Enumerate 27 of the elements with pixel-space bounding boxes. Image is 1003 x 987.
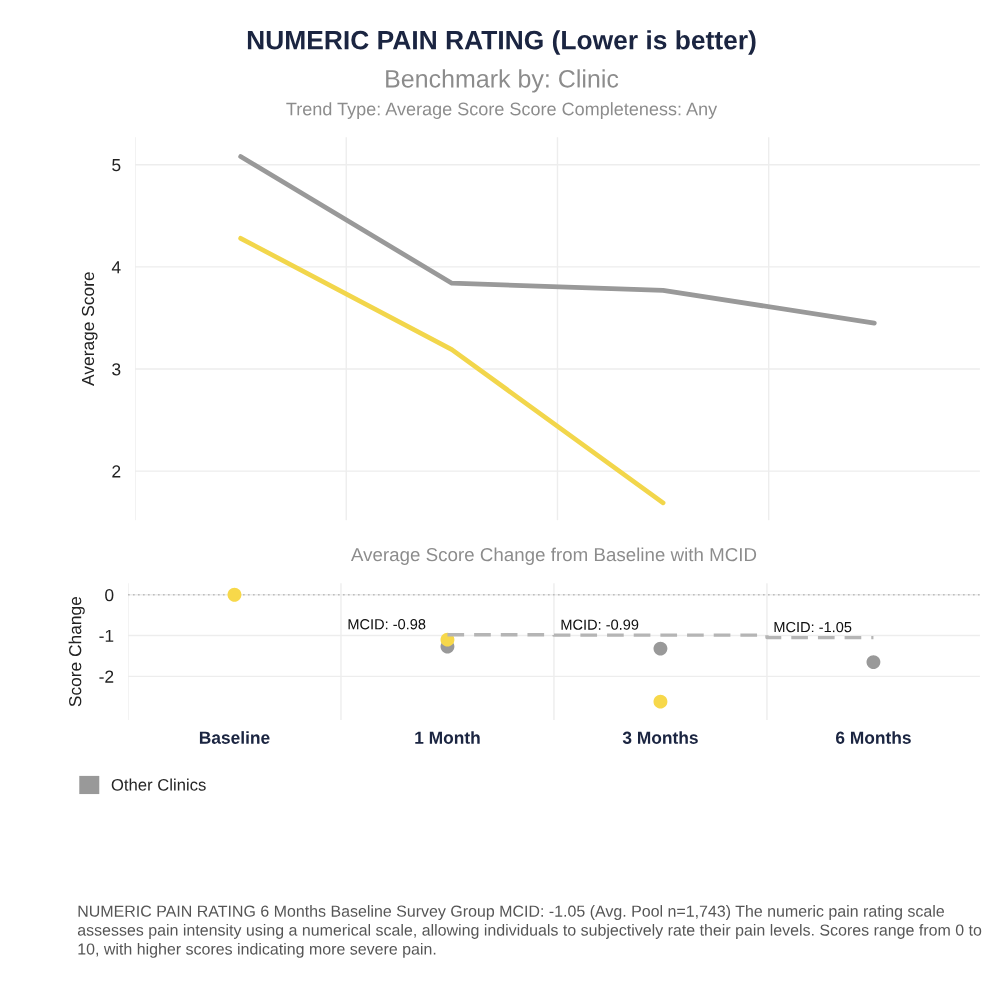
point <box>866 655 881 670</box>
y-axis-title: Average Score <box>81 272 98 386</box>
line-series <box>238 154 877 326</box>
point <box>227 587 242 602</box>
data-label: MCID: -0.99 <box>561 619 639 630</box>
point <box>653 641 668 656</box>
text: Trend Type: Average Score Score Completeness: Any <box>286 102 718 119</box>
x-tick-label: Baseline <box>199 731 270 744</box>
point <box>653 694 668 709</box>
x-tick-label: 1 Month <box>415 731 480 744</box>
y-tick-label: -2 <box>99 670 114 683</box>
chart-title: NUMERIC PAIN RATING (Lower is better) <box>247 30 756 55</box>
data-label: MCID: -1.05 <box>774 621 852 633</box>
chart-subtitle: Benchmark by: Clinic <box>386 69 619 93</box>
y-tick-label: 4 <box>111 261 121 274</box>
x-tick-label: 6 Months <box>835 731 911 744</box>
text: NUMERIC PAIN RATING 6 Months Baseline Survey Group MCID: -1.05 (Avg. Pool n=1,743) The numeric pain rating scale assesses pain intensity using a numerical scale, allowing individuals to subjectively rate their pain levels. Scores range from 0 to 10, with higher scores indicating more severe pain. <box>77 905 982 958</box>
y-axis-title: Score Change <box>68 596 85 707</box>
y-tick-label: 2 <box>112 465 121 478</box>
y-tick-label: -1 <box>99 629 114 642</box>
x-tick-label: 3 Months <box>622 731 698 744</box>
y-tick-label: 3 <box>112 363 121 376</box>
y-tick-label: 5 <box>112 159 121 172</box>
data-label: MCID: -0.98 <box>348 619 426 630</box>
chart-title: Average Score Change from Baseline with MCID <box>350 547 757 565</box>
y-tick-label: 0 <box>105 588 114 602</box>
legend-label: Other Clinics <box>111 778 206 791</box>
